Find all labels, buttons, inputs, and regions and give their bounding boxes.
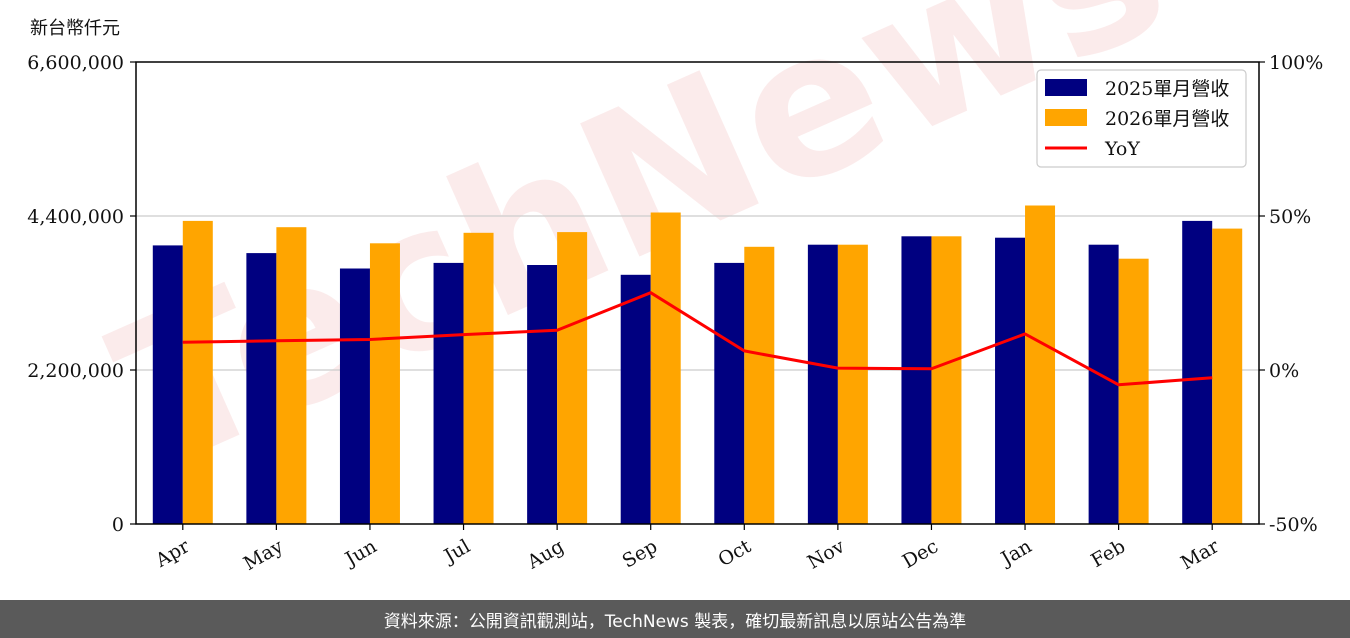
yoy-line: [182, 291, 1213, 387]
x-tick-label-may: May: [240, 535, 287, 575]
footer-text: 資料來源：公開資訊觀測站，TechNews 製表，確切最新訊息以原站公告為準: [383, 611, 967, 632]
x-tick-label-jun: Jun: [340, 535, 381, 571]
bar-2025-sep: [620, 274, 651, 524]
bar-2025-oct: [714, 262, 745, 524]
legend-swatch-2025: [1045, 79, 1087, 96]
bar-2026-dec: [931, 236, 962, 525]
yoy-line-group: [182, 291, 1213, 387]
x-tick-label-dec: Dec: [899, 535, 942, 573]
x-tick-label-jan: Jan: [996, 535, 1036, 571]
bar-2025-jan: [995, 237, 1026, 524]
bar-2026-sep: [650, 212, 681, 524]
bar-2025-feb: [1088, 244, 1119, 524]
legend-label-2: YoY: [1104, 138, 1140, 160]
bar-2025-mar: [1182, 220, 1213, 524]
grid-lines: [136, 215, 1259, 371]
bar-2025-jun: [339, 268, 370, 524]
x-tick-label-feb: Feb: [1087, 535, 1129, 572]
bar-2026-may: [276, 227, 307, 524]
x-tick-label-mar: Mar: [1177, 535, 1223, 574]
bar-2025-apr: [152, 245, 183, 524]
bar-2025-may: [246, 253, 277, 524]
bar-2026-nov: [837, 244, 868, 524]
bar-2025-jul: [433, 262, 464, 524]
bar-2025-aug: [527, 265, 558, 524]
bar-2026-aug: [557, 232, 588, 524]
legend-label-0: 2025單月營收: [1105, 78, 1229, 100]
legend-label-1: 2026單月營收: [1105, 108, 1229, 130]
left-tick-label: 6,600,000: [27, 52, 124, 74]
bar-2025-dec: [901, 236, 932, 525]
bar-2025-nov: [807, 244, 838, 524]
right-tick-label: 100%: [1269, 52, 1323, 74]
plot-frame: [135, 61, 1260, 525]
x-tick-label-nov: Nov: [804, 535, 849, 574]
x-tick-label-apr: Apr: [151, 535, 194, 572]
legend: 2025單月營收 2026單月營收 YoY: [1036, 69, 1247, 168]
left-tick-label: 4,400,000: [27, 206, 124, 228]
bar-2026-oct: [744, 246, 775, 525]
bar-2026-mar: [1212, 228, 1243, 524]
bar-2026-jul: [463, 232, 494, 525]
legend-box: [1036, 69, 1247, 168]
left-tick-label: 2,200,000: [27, 360, 124, 382]
x-tick-label-aug: Aug: [523, 535, 568, 574]
bar-2026-feb: [1118, 258, 1149, 524]
right-tick-label: 50%: [1269, 206, 1311, 228]
left-tick-label: 0: [112, 514, 124, 536]
bar-2026-jan: [1025, 205, 1056, 524]
revenue-chart: TechNews 02,200,0004,400,0006,600,000-50…: [27, 0, 1323, 575]
right-tick-label: 0%: [1269, 360, 1299, 382]
source-footer: 資料來源：公開資訊觀測站，TechNews 製表，確切最新訊息以原站公告為準: [0, 600, 1350, 638]
bar-2026-apr: [182, 220, 213, 524]
x-tick-label-jul: Jul: [439, 535, 474, 568]
bars: [152, 205, 1243, 525]
x-tick-label-sep: Sep: [619, 535, 662, 572]
legend-swatch-2026: [1045, 109, 1087, 126]
x-tick-label-oct: Oct: [714, 535, 755, 571]
bar-2026-jun: [369, 243, 400, 525]
y-axis-unit-label: 新台幣仟元: [30, 18, 120, 39]
right-tick-label: -50%: [1269, 514, 1318, 536]
